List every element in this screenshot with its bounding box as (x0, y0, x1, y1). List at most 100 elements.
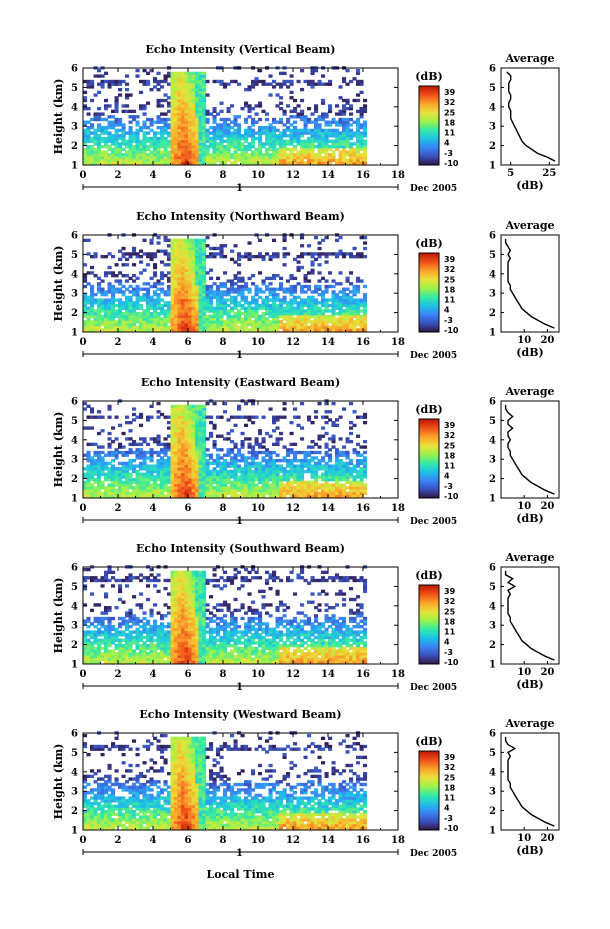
heatmap-cell (135, 312, 140, 316)
heatmap-cell (261, 158, 266, 162)
heatmap-cell (205, 464, 210, 468)
heatmap-cell (359, 158, 364, 162)
heatmap-cell (247, 306, 252, 310)
heatmap-cell (261, 494, 266, 498)
heatmap-cell (324, 120, 329, 124)
heatmap-cell (205, 147, 210, 152)
heatmap-cell (114, 123, 119, 127)
heatmap-cell (349, 271, 354, 275)
heatmap-cell (195, 282, 200, 286)
heatmap-cell (300, 401, 305, 406)
heatmap-cell (261, 491, 266, 495)
heatmap-cell (317, 271, 322, 275)
heatmap-cell (195, 301, 200, 305)
heatmap-cell (128, 491, 133, 495)
heatmap-cell (223, 271, 228, 275)
heatmap-cell (90, 325, 95, 329)
heatmap-cell (149, 494, 154, 498)
heatmap-cell (331, 145, 336, 149)
heatmap-cell (202, 488, 207, 493)
heatmap-cell (300, 98, 305, 103)
colorbar-segment (419, 103, 439, 107)
heatmap-cell (104, 136, 109, 141)
heatmap-cell (114, 287, 119, 291)
heatmap-cell (286, 161, 291, 165)
heatmap-cell (125, 82, 130, 86)
heatmap-cell (170, 287, 175, 291)
heatmap-cell (184, 117, 189, 122)
heatmap-cell (307, 320, 312, 324)
heatmap-cell (247, 252, 252, 256)
heatmap-cell (216, 303, 221, 308)
panel-0: Echo Intensity (Vertical Beam)0 2 4 6 8 10 12 1… (52, 43, 560, 194)
heatmap-cell (202, 494, 207, 498)
heatmap-cell (265, 298, 270, 302)
heatmap-cell (303, 126, 308, 130)
heatmap-cell (272, 126, 277, 130)
heatmap-cell (335, 142, 340, 146)
heatmap-cell (174, 464, 179, 468)
heatmap-cell (202, 271, 207, 275)
heatmap-cell (240, 328, 245, 332)
heatmap-cell (205, 448, 210, 452)
heatmap-cell (191, 418, 196, 422)
heatmap-cell (160, 112, 165, 116)
colorbar-segment (419, 308, 439, 311)
heatmap-cell (97, 469, 102, 474)
heatmap-cell (321, 320, 326, 324)
heatmap-cell (328, 79, 333, 84)
heatmap-cell (195, 475, 200, 479)
heatmap-cell (128, 480, 133, 485)
heatmap-cell (331, 284, 336, 289)
heatmap-cell (289, 155, 294, 160)
heatmap-cell (209, 268, 214, 272)
heatmap-cell (338, 314, 343, 319)
heatmap-cell (170, 445, 175, 449)
heatmap-cell (314, 298, 319, 302)
heatmap-cell (160, 461, 165, 466)
heatmap-cell (209, 475, 214, 479)
heatmap-cell (184, 429, 189, 433)
heatmap-cell (216, 155, 221, 160)
heatmap-cell (121, 161, 126, 165)
heatmap-cell (258, 464, 263, 468)
heatmap-cell (202, 407, 207, 411)
heatmap-cell (177, 475, 182, 479)
heatmap-cell (188, 437, 193, 441)
heatmap-cell (125, 93, 130, 97)
heatmap-cell (265, 82, 270, 86)
heatmap-cell (107, 126, 112, 130)
heatmap-cell (104, 139, 109, 143)
heatmap-cell (223, 153, 228, 157)
heatmap-cell (321, 115, 326, 119)
heatmap-cell (226, 328, 231, 332)
heatmap-cell (160, 494, 165, 498)
heatmap-cell (219, 480, 224, 485)
heatmap-cell (149, 158, 154, 162)
heatmap-cell (86, 467, 91, 471)
heatmap-cell (188, 284, 193, 289)
heatmap-cell (272, 254, 277, 259)
average-x-tick-label: 5 (507, 168, 514, 179)
heatmap-cell (181, 488, 186, 493)
y-tick-label: 4 (71, 269, 78, 280)
heatmap-cell (254, 293, 259, 297)
heatmap-cell (258, 68, 263, 73)
heatmap-cell (100, 445, 105, 449)
heatmap-cell (240, 136, 245, 141)
heatmap-cell (328, 123, 333, 127)
heatmap-cell (93, 153, 98, 157)
heatmap-cell (177, 249, 182, 253)
heatmap-cell (125, 472, 130, 476)
heatmap-cell (247, 155, 252, 160)
heatmap-cell (184, 461, 189, 466)
heatmap-cell (181, 155, 186, 160)
colorbar-tick-label: 32 (444, 98, 455, 107)
heatmap-cell (174, 284, 179, 289)
heatmap-cell (202, 123, 207, 127)
heatmap-cell (195, 404, 200, 409)
heatmap-cell (345, 101, 350, 105)
heatmap-cell (121, 314, 126, 319)
heatmap-cell (125, 263, 130, 267)
heatmap-cell (345, 106, 350, 111)
